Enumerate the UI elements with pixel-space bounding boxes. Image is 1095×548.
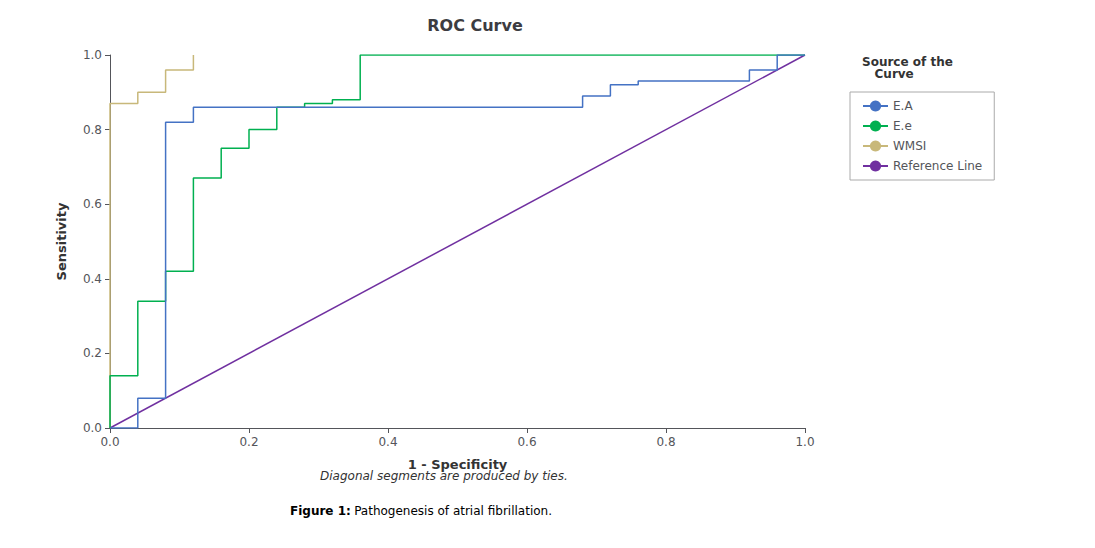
svg-text:0.6: 0.6 xyxy=(517,435,536,449)
svg-text:Sensitivity: Sensitivity xyxy=(54,202,69,280)
svg-text:E.e: E.e xyxy=(893,119,912,133)
svg-text:Diagonal segments are produced: Diagonal segments are produced by ties. xyxy=(320,469,568,483)
svg-text:E.A: E.A xyxy=(893,99,913,113)
svg-text:Reference Line: Reference Line xyxy=(893,159,982,173)
svg-text:0.8: 0.8 xyxy=(83,123,102,137)
svg-text:0.0: 0.0 xyxy=(83,421,102,435)
svg-text:0.6: 0.6 xyxy=(83,197,102,211)
svg-text:Figure 1:: Figure 1: xyxy=(290,504,351,518)
svg-text:1.0: 1.0 xyxy=(83,48,102,62)
svg-text:WMSI: WMSI xyxy=(893,139,926,153)
svg-text:Source of the: Source of the xyxy=(862,55,953,69)
svg-text:ROC Curve: ROC Curve xyxy=(427,16,523,35)
svg-text:1.0: 1.0 xyxy=(795,435,814,449)
svg-text:0.4: 0.4 xyxy=(83,272,102,286)
svg-text:0.2: 0.2 xyxy=(239,435,258,449)
svg-text:0.0: 0.0 xyxy=(100,435,119,449)
svg-text:1 - Specificity: 1 - Specificity xyxy=(408,457,508,472)
svg-text:0.4: 0.4 xyxy=(378,435,397,449)
svg-text:Pathogenesis of atrial fibrill: Pathogenesis of atrial fibrillation. xyxy=(354,504,552,518)
svg-text:0.2: 0.2 xyxy=(83,346,102,360)
svg-text:Curve: Curve xyxy=(862,67,914,81)
svg-text:0.8: 0.8 xyxy=(656,435,675,449)
